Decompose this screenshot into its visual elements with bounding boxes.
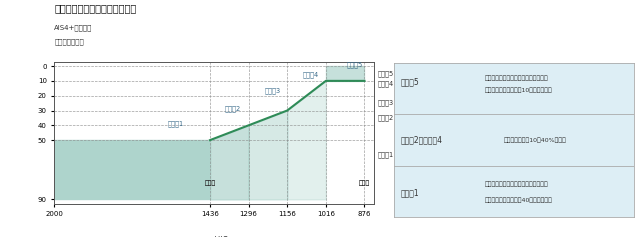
- Text: 上記危険性が約10〜40%の確率: 上記危険性が約10〜40%の確率: [504, 137, 567, 143]
- Text: レベル3: レベル3: [377, 100, 394, 106]
- Text: 基礎点: 基礎点: [359, 180, 370, 186]
- Text: 害を受ける危険性は約40％以上の確率: 害を受ける危険性は約40％以上の確率: [485, 197, 553, 203]
- Text: 基礎点: 基礎点: [359, 180, 370, 186]
- Text: AIS4+（重篤）: AIS4+（重篤）: [54, 25, 93, 32]
- Text: レベル4: レベル4: [303, 71, 319, 78]
- Text: レベル1: レベル1: [168, 120, 184, 127]
- Text: 傷害値（HIC）: 傷害値（HIC）: [196, 235, 232, 237]
- Text: 基礎点: 基礎点: [204, 180, 216, 186]
- Text: 定められた試験条件で頭部に重大な傷: 定められた試験条件で頭部に重大な傷: [485, 182, 548, 187]
- Text: レベル5: レベル5: [401, 77, 420, 87]
- Text: レベル2〜レベル4: レベル2〜レベル4: [401, 135, 443, 144]
- Text: 害を受ける危険性は約10％以下の確率: 害を受ける危険性は約10％以下の確率: [485, 88, 552, 93]
- Text: レベル2: レベル2: [224, 105, 241, 112]
- Text: レベル1: レベル1: [377, 152, 394, 158]
- Text: レベル4: レベル4: [377, 81, 394, 87]
- Text: 傷害確率（％）: 傷害確率（％）: [54, 38, 84, 45]
- Text: 基礎点: 基礎点: [204, 180, 216, 186]
- Text: レベル1: レベル1: [401, 188, 419, 197]
- Text: 傷害確率及び傷害値と評価区分: 傷害確率及び傷害値と評価区分: [54, 4, 137, 14]
- Text: レベル2: レベル2: [377, 115, 394, 121]
- Text: 定められた試験条件で頭部に重大な傷: 定められた試験条件で頭部に重大な傷: [485, 75, 548, 81]
- Text: レベル3: レベル3: [264, 88, 280, 94]
- Text: レベル5: レベル5: [347, 61, 364, 68]
- Text: レベル5: レベル5: [377, 70, 394, 77]
